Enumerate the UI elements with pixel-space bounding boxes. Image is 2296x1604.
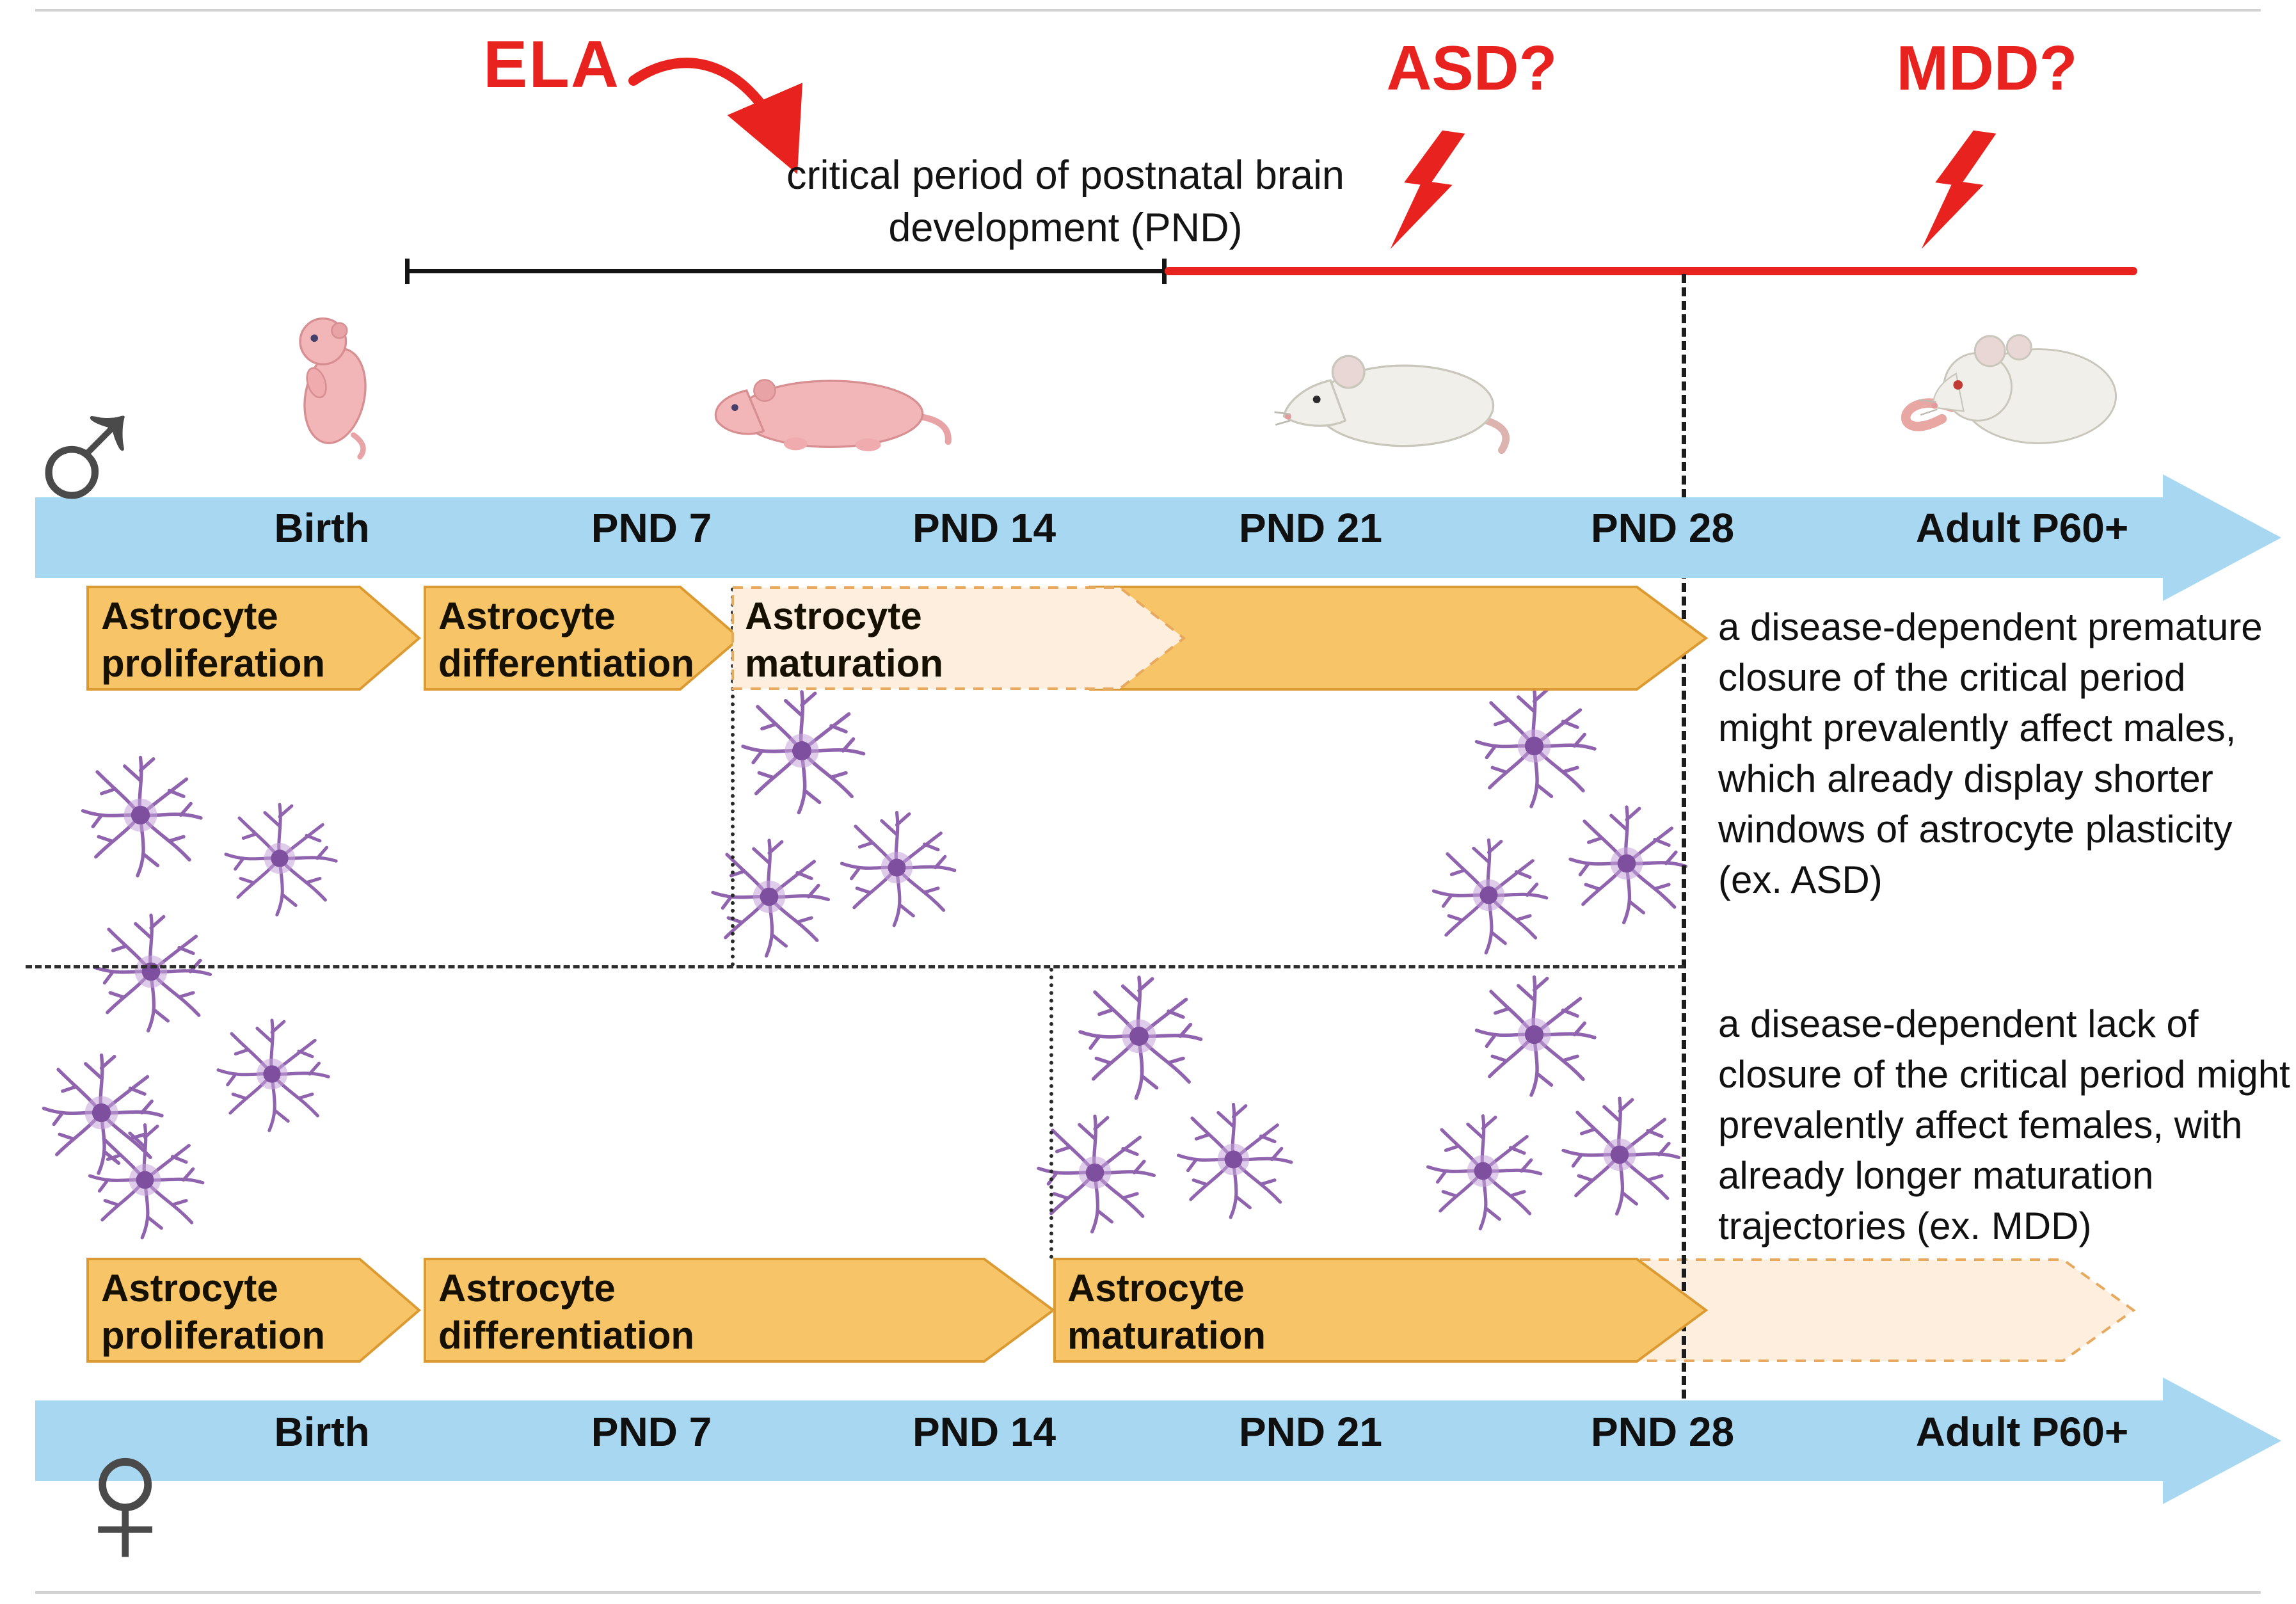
female-proliferation-arrow [86,1258,422,1363]
female-differentiation-arrow [424,1258,1056,1363]
male-timeline-label-adult: Adult P60+ [1915,505,2129,551]
period-line-mid-tick [1162,259,1167,284]
male-timeline-label-pnd14: PND 14 [912,505,1056,551]
male-female-divider-dashed [26,965,1684,968]
ela-curved-arrow-icon [628,58,802,175]
male-maturation-label: Astrocyte maturation [745,595,944,685]
pnd28-dashed-guide [1682,274,1686,1399]
female-timeline-bar [35,1377,2281,1504]
astrocyte-illustration [699,826,840,967]
astrocyte-illustration [828,799,966,936]
ela-label: ELA [483,28,620,102]
astrocyte-illustration [68,743,212,887]
astrocyte-illustration [205,1007,339,1141]
female-maturation-extended-pale-arrow [1602,1258,2136,1362]
mdd-label: MDD? [1896,33,2078,103]
female-timeline-label-pnd28: PND 28 [1590,1409,1735,1455]
pnd21-mouse-illustration [1274,355,1510,454]
astrocyte-illustration [1024,1102,1165,1243]
male-timeline-bar [35,474,2281,601]
pnd7-pup-illustration [714,379,952,451]
female-note-text: a disease-dependent lack of closure of t… [1718,1002,2290,1247]
adult-rat-illustration [1901,334,2117,444]
bottom-border-rule [35,1591,2261,1594]
female-timeline-label-pnd7: PND 7 [591,1409,712,1455]
male-proliferation-label: Astrocyte proliferation [101,595,326,685]
astrocyte-illustration [212,791,347,926]
astrocyte-illustration [1165,1091,1302,1228]
top-border-rule [35,9,2261,12]
female-timeline-label-pnd14: PND 14 [912,1409,1056,1455]
male-symbol: ♂ [14,344,156,555]
male-timeline-label-birth: Birth [274,505,370,551]
female-differentiation-label: Astrocyte differentiation [438,1267,694,1357]
asd-lightning-icon [1390,130,1465,250]
female-maturation-label: Astrocyte maturation [1067,1267,1266,1357]
male-maturation-start-dotted-guide [731,588,735,966]
female-maturation-solid-arrow [1053,1258,1709,1363]
female-timeline-label-pnd21: PND 21 [1238,1409,1383,1455]
newborn-pup-illustration [299,317,367,460]
male-note-text: a disease-dependent premature closure of… [1718,606,2263,901]
astrocyte-illustration [81,901,221,1042]
mdd-lightning-icon [1921,130,1997,250]
astrocyte-illustration [76,1111,214,1249]
male-maturation-expected-pale-arrow [731,586,1186,690]
astrocyte-illustration [1556,793,1697,934]
male-proliferation-arrow [86,586,422,691]
astrocyte-illustration [1549,1084,1690,1225]
critical-period-caption: critical period of postnatal brain devel… [786,153,1344,250]
astrocyte-illustration [1414,1102,1552,1240]
male-timeline-label-pnd28: PND 28 [1590,505,1735,551]
critical-period-line [407,269,1165,273]
astrocyte-illustration [1065,963,1213,1110]
male-timeline-label-pnd7: PND 7 [591,505,712,551]
male-timeline-label-pnd21: PND 21 [1238,505,1383,551]
female-symbol: ♀ [54,1393,196,1604]
male-differentiation-label: Astrocyte differentiation [438,595,694,685]
astrocyte-illustration [1420,826,1558,964]
female-timeline-label-birth: Birth [274,1409,370,1455]
male-differentiation-arrow [424,586,742,691]
female-proliferation-label: Astrocyte proliferation [101,1267,326,1357]
adversity-period-line [1165,267,2137,275]
female-maturation-start-dotted-guide [1049,968,1053,1259]
female-timeline-label-adult: Adult P60+ [1915,1409,2129,1455]
asd-label: ASD? [1386,33,1558,103]
